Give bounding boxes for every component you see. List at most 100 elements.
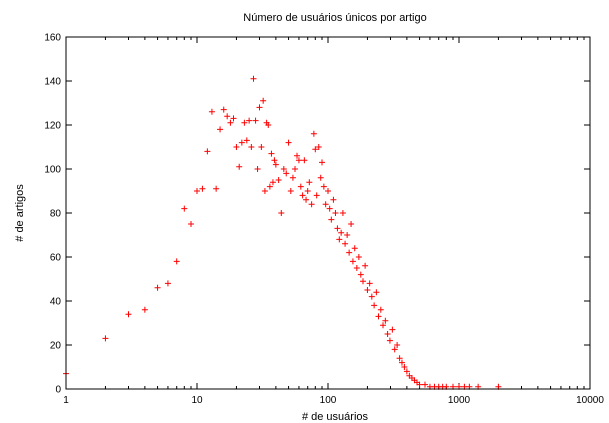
data-point: [384, 331, 391, 337]
y-tick-label: 0: [55, 385, 61, 396]
data-point: [319, 159, 326, 166]
data-point: [287, 188, 294, 194]
data-point: [373, 289, 380, 296]
y-tick-label: 60: [50, 253, 62, 264]
data-point: [275, 177, 282, 183]
y-tick-label: 160: [44, 33, 61, 44]
data-point: [339, 210, 346, 216]
data-point: [238, 139, 245, 146]
data-point: [230, 115, 237, 122]
data-point: [188, 221, 195, 227]
data-point: [258, 144, 265, 150]
data-point: [294, 152, 301, 159]
data-point: [353, 265, 360, 271]
data-point: [303, 196, 310, 203]
data-point: [292, 166, 299, 172]
data-point: [241, 119, 248, 126]
data-point: [213, 185, 220, 192]
data-point: [386, 337, 393, 344]
data-point: [315, 144, 322, 150]
data-point: [250, 75, 257, 82]
data-point: [227, 119, 234, 126]
data-point: [246, 117, 253, 124]
data-point: [320, 183, 327, 190]
data-point: [248, 144, 255, 150]
data-point: [289, 174, 296, 181]
data-point: [377, 306, 384, 313]
y-tick-label: 100: [44, 165, 61, 176]
data-point: [308, 201, 315, 208]
data-point: [102, 335, 109, 342]
chart-title: Número de usuários únicos por artigo: [243, 12, 426, 24]
data-point: [416, 381, 423, 388]
data-point: [306, 179, 313, 186]
data-point: [252, 117, 259, 124]
x-tick-label: 100: [320, 395, 337, 406]
data-point: [403, 368, 410, 375]
data-point: [154, 284, 161, 291]
data-point: [254, 166, 261, 172]
y-tick-label: 140: [44, 77, 61, 88]
data-points: [63, 75, 502, 390]
data-point: [243, 137, 250, 144]
data-point: [271, 157, 278, 164]
data-point: [389, 326, 396, 333]
data-point: [328, 216, 335, 223]
data-point: [364, 287, 371, 293]
data-point: [224, 113, 231, 120]
data-point: [125, 311, 132, 318]
data-point: [338, 229, 345, 236]
data-point: [278, 210, 285, 216]
data-point: [346, 249, 353, 256]
data-point: [260, 97, 267, 104]
data-point: [398, 359, 405, 366]
x-tick-label: 10000: [576, 395, 604, 406]
data-point: [342, 240, 349, 247]
data-point: [336, 236, 343, 243]
data-point: [357, 271, 364, 278]
data-point: [295, 157, 302, 164]
data-point: [141, 306, 148, 313]
data-point: [297, 183, 304, 190]
data-point: [380, 322, 387, 329]
data-point: [421, 381, 428, 388]
data-point: [256, 104, 263, 111]
data-point: [268, 150, 275, 157]
data-point: [394, 342, 401, 348]
data-point: [269, 179, 276, 186]
data-point: [304, 188, 311, 194]
plot-frame: [65, 36, 591, 390]
x-axis-label: # de usuários: [302, 411, 369, 423]
data-point: [312, 146, 319, 153]
data-point: [236, 163, 243, 170]
data-point: [375, 313, 382, 320]
data-point: [396, 355, 403, 362]
data-point: [348, 221, 355, 227]
data-point: [272, 161, 279, 168]
y-tick-label: 120: [44, 121, 61, 132]
data-point: [173, 258, 180, 265]
x-tick-label: 1000: [448, 395, 471, 406]
data-point: [310, 130, 317, 137]
data-point: [301, 157, 308, 164]
data-point: [164, 280, 171, 287]
data-point: [334, 225, 341, 232]
data-point: [362, 262, 369, 269]
data-point: [285, 139, 292, 146]
data-point: [368, 293, 375, 300]
data-point: [349, 258, 356, 265]
data-point: [204, 148, 211, 155]
data-point: [355, 254, 362, 260]
data-point: [233, 144, 240, 150]
data-point: [199, 185, 206, 192]
data-point: [326, 205, 333, 212]
data-point: [313, 192, 320, 199]
data-point: [317, 174, 324, 181]
data-point: [391, 346, 398, 353]
y-tick-label: 20: [50, 341, 62, 352]
x-tick-label: 1: [63, 395, 69, 406]
data-point: [371, 302, 378, 309]
data-point: [401, 364, 408, 370]
